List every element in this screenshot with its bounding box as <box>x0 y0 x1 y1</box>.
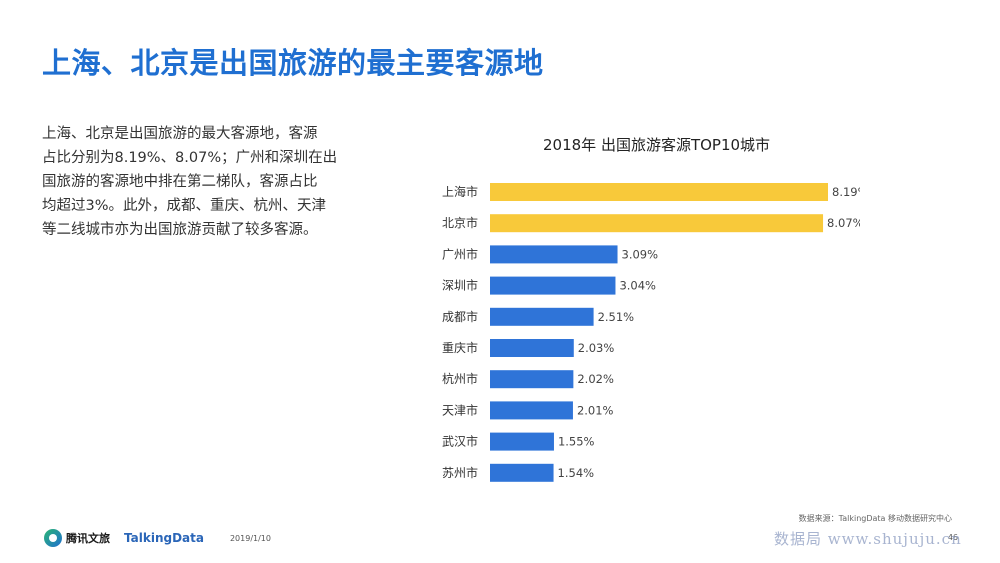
bar <box>490 432 554 451</box>
report-date: 2019/1/10 <box>229 533 271 543</box>
tencent-travel-logo: 腾讯文旅 <box>44 529 110 547</box>
value-label: 8.07% <box>827 216 860 230</box>
value-label: 8.19% <box>832 185 860 199</box>
bar <box>490 245 618 264</box>
category-label: 武汉市 <box>442 434 478 449</box>
category-label: 北京市 <box>442 215 478 230</box>
bar <box>490 307 594 326</box>
bar <box>490 370 574 389</box>
value-label: 1.55% <box>558 435 595 449</box>
category-label: 广州市 <box>442 246 478 261</box>
watermark: 数据局 www.shujuju.cn <box>774 530 962 548</box>
category-label: 成都市 <box>442 309 478 324</box>
description-text: 上海、北京是出国旅游的最大客源地，客源 占比分别为8.19%、8.07%；广州和… <box>42 126 338 238</box>
value-label: 1.54% <box>558 466 595 480</box>
value-label: 2.01% <box>577 403 614 417</box>
bar <box>490 401 573 420</box>
footer: 腾讯文旅 TalkingData 2019/1/10 <box>44 527 271 549</box>
value-label: 3.09% <box>622 247 659 261</box>
bar-chart: 上海市 8.19% 北京市 8.07% 广州市 3.09% 深圳市 3.04% 成都市 2.51%… <box>442 183 860 482</box>
tencent-logo-text: 腾讯文旅 <box>66 532 110 545</box>
bar <box>490 339 574 357</box>
bar <box>490 214 824 233</box>
category-label: 上海市 <box>442 184 478 199</box>
tencent-logo-icon <box>44 529 62 547</box>
page-title: 上海、北京是出国旅游的最主要客源地 <box>42 46 544 80</box>
category-label: 杭州市 <box>442 371 478 386</box>
chart-title: 2018年 出国旅游客源TOP10城市 <box>543 136 771 154</box>
category-label: 重庆市 <box>442 340 478 355</box>
page-number: 46 <box>947 533 958 542</box>
value-label: 2.02% <box>577 372 614 386</box>
value-label: 3.04% <box>619 279 656 293</box>
value-label: 2.03% <box>578 341 615 355</box>
category-label: 深圳市 <box>442 278 478 293</box>
value-label: 2.51% <box>598 310 635 324</box>
category-label: 天津市 <box>442 402 478 417</box>
bar <box>490 276 616 295</box>
talkingdata-logo: TalkingData <box>124 531 204 545</box>
data-source-note: 数据来源：TalkingData 移动数据研究中心 <box>798 514 952 523</box>
category-label: 苏州市 <box>442 465 478 480</box>
bar <box>490 463 554 482</box>
bar <box>490 183 828 201</box>
